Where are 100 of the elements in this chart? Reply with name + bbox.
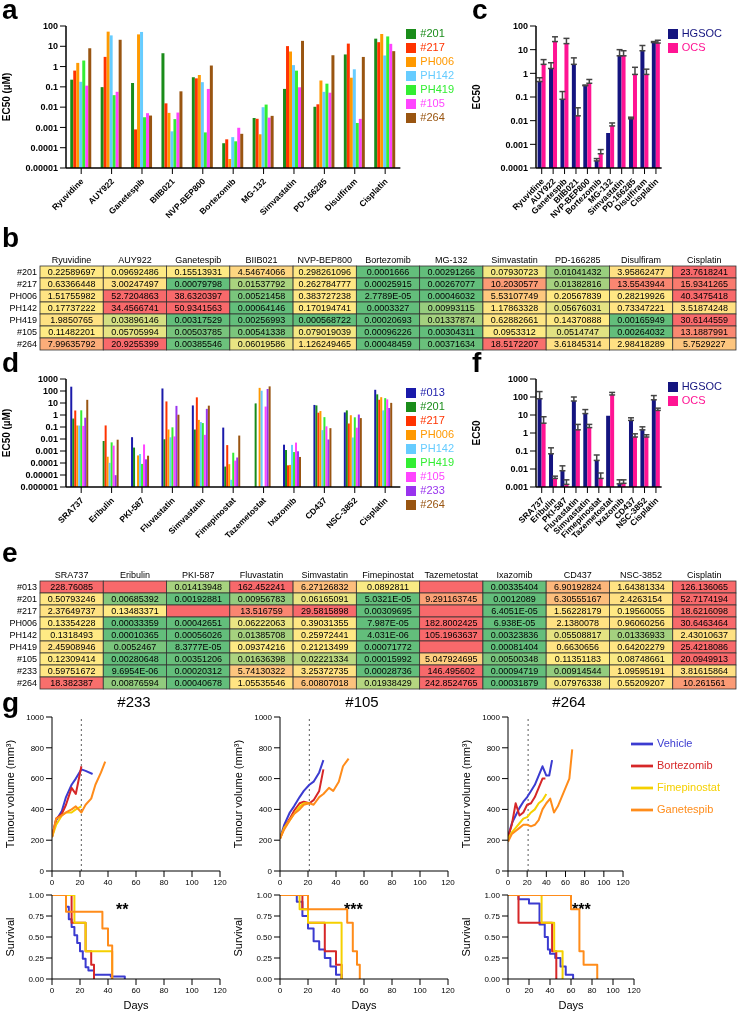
data-label: 0.00040678	[174, 678, 222, 688]
data-label: 0.01336933	[617, 630, 665, 640]
data-label: 52.7174194	[680, 594, 729, 604]
data-label: 0.19560055	[617, 606, 665, 616]
y-tick-label: #105	[16, 654, 37, 664]
data-label: 0.14370888	[554, 315, 602, 325]
x-tick-label: Cisplatin	[687, 255, 722, 265]
annotation: ***	[344, 901, 363, 919]
text: d	[2, 347, 20, 378]
data-label: 0.06222063	[237, 618, 286, 628]
data-label: 0.07930723	[490, 267, 539, 277]
x-tick-label: 20	[522, 877, 533, 887]
x-tick-label: PD-166285	[555, 255, 601, 265]
data-label: 0.25972441	[300, 630, 349, 640]
data-label: 1.17863328	[490, 303, 539, 313]
data-label: 0.00033359	[111, 618, 159, 628]
data-label: 3.00247497	[111, 279, 159, 289]
data-label: 0.00010365	[111, 630, 159, 640]
data-label: 0.00309695	[364, 606, 412, 616]
data-label: 15.9341265	[680, 279, 729, 289]
text: g	[2, 687, 20, 718]
y-tick-label: 200	[258, 836, 273, 846]
y-tick-label: 200	[30, 836, 45, 846]
y-tick-label: 1	[52, 410, 58, 421]
x-tick-label: 80	[159, 985, 169, 995]
y-tick-label: #217	[16, 279, 37, 289]
y-tick-label: 0.0001	[30, 142, 58, 153]
data-label: 0.00993115	[427, 303, 475, 313]
data-label: 9.6954E-06	[111, 666, 159, 676]
x-tick-label: BIIB021	[245, 255, 278, 265]
y-tick-label: 10	[517, 410, 528, 421]
data-label: 0.11482201	[48, 327, 96, 337]
text: a	[2, 0, 18, 25]
x-tick-label: 40	[331, 877, 341, 887]
data-label: 0.00015992	[364, 654, 412, 664]
data-label: 50.9341563	[174, 303, 222, 313]
data-label: 0.20567839	[554, 291, 602, 301]
x-tick-label: 40	[545, 985, 555, 995]
data-label: 0.00096226	[364, 327, 412, 337]
y-tick-label: 400	[258, 805, 273, 815]
data-label: 2.43010637	[680, 630, 729, 640]
data-label: 6.00807018	[300, 678, 349, 688]
data-label: 5.7529227	[683, 339, 726, 349]
x-tick-label: Tazemetostat	[424, 570, 479, 580]
data-label: 0.17737222	[47, 303, 96, 313]
x-tick-label: 60	[566, 985, 576, 995]
y-tick-label: 0.50	[256, 932, 273, 942]
x-tick-label: Fimepinostat	[362, 570, 415, 580]
legend-label: #233	[420, 484, 445, 496]
x-tick-label: 100	[185, 877, 200, 887]
x-tick-label: 60	[359, 877, 369, 887]
data-label: 0.07976338	[554, 678, 602, 688]
y-axis-title: EC50 (µM)	[0, 72, 12, 122]
y-tick-label: 600	[258, 774, 273, 784]
y-axis-title: Tumour volume (mm³)	[459, 739, 472, 849]
data-label: 2.4263154	[619, 594, 663, 604]
y-tick-label: 1	[52, 61, 58, 72]
data-label: 6.938E-05	[493, 618, 536, 628]
data-label: 0.09692486	[111, 267, 159, 277]
data-label: 0.0953312	[493, 327, 536, 337]
legend-label: #201	[420, 27, 445, 39]
y-axis-title: EC50	[470, 84, 482, 110]
y-tick-label: 1000	[254, 712, 273, 722]
data-label: 0.13354228	[47, 618, 96, 628]
data-label: 0.06165091	[300, 594, 349, 604]
data-label: 1.56228179	[554, 606, 602, 616]
x-tick-label: SRA737	[54, 570, 89, 580]
data-label: 0.00020693	[364, 315, 412, 325]
data-label: 0.73347221	[617, 303, 665, 313]
y-tick-label: 600	[486, 774, 501, 784]
data-label: 0.00267077	[427, 279, 476, 289]
data-label: 0.50793246	[47, 594, 96, 604]
data-label: 0.079019039	[298, 327, 352, 337]
annotation: ***	[572, 901, 591, 919]
x-tick-label: Cisplatin	[687, 570, 722, 580]
data-label: 0.00876594	[111, 678, 159, 688]
x-tick-label: Simvastatin	[301, 570, 348, 580]
data-label: 1.9850765	[50, 315, 93, 325]
y-tick-label: 0.1	[45, 422, 58, 433]
x-tick-label: 120	[616, 877, 631, 887]
x-tick-label: 20	[303, 877, 313, 887]
y-tick-label: 0	[267, 866, 273, 876]
y-tick-label: 0.0001	[500, 163, 528, 174]
x-tick-label: NVP-BEP800	[297, 255, 352, 265]
y-tick-label: #013	[16, 582, 37, 592]
data-label: 0.59751672	[47, 666, 96, 676]
x-tick-label: CD437	[563, 570, 592, 580]
x-tick-label: Simvastatin	[491, 255, 538, 265]
y-tick-label: 1000	[482, 712, 501, 722]
data-label: 3.25372735	[300, 666, 349, 676]
data-label: 1.126249465	[298, 339, 352, 349]
data-label: 52.7204863	[111, 291, 159, 301]
y-tick-label: 0.75	[28, 911, 45, 921]
data-label: 5.53107749	[490, 291, 539, 301]
data-label: 4.031E-06	[367, 630, 409, 640]
data-label: 0.0003327	[366, 303, 410, 313]
y-tick-label: 800	[30, 743, 45, 753]
y-tick-label: 0.50	[484, 932, 501, 942]
x-tick-label: 40	[331, 985, 341, 995]
legend-label: #264	[420, 498, 445, 510]
